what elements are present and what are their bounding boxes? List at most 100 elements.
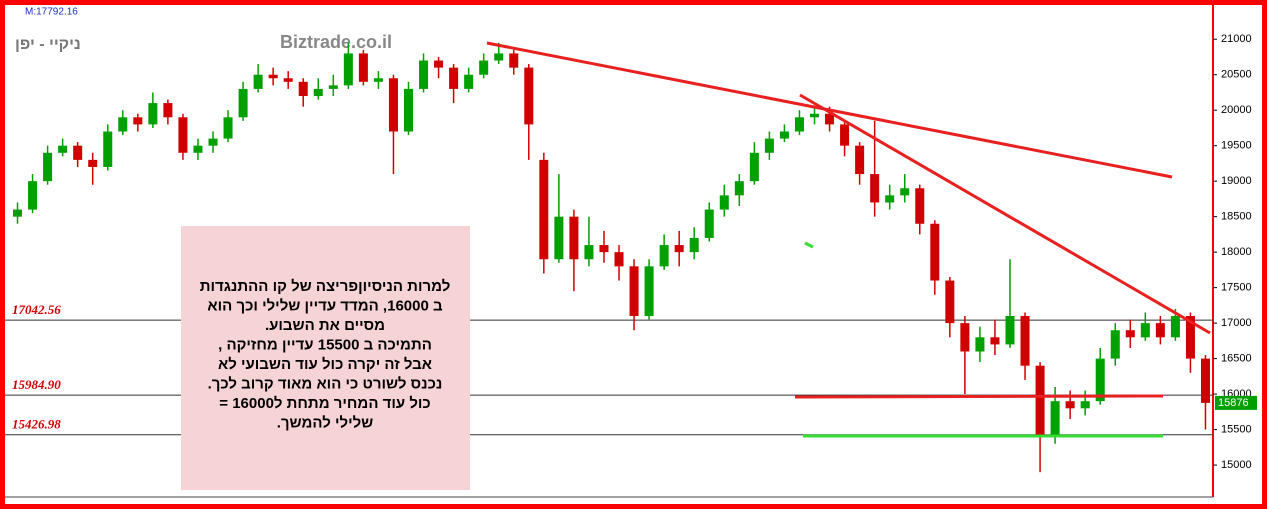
candle-body bbox=[1020, 316, 1030, 366]
candle-body bbox=[900, 188, 910, 196]
trend-line bbox=[799, 93, 1211, 335]
candle-body bbox=[449, 67, 459, 89]
candle-body bbox=[734, 181, 744, 196]
candle-body bbox=[298, 81, 308, 97]
candle-body bbox=[373, 78, 383, 82]
y-tick-label: 17500 bbox=[1221, 282, 1252, 294]
candle-body bbox=[88, 159, 98, 167]
note-line: התמיכה ב 15500 עדיין מחזיקה , bbox=[218, 336, 432, 353]
candle-body bbox=[494, 53, 504, 61]
candle-body bbox=[434, 60, 444, 68]
y-tick-label: 21000 bbox=[1221, 33, 1252, 45]
candle-body bbox=[13, 209, 23, 217]
candle-body bbox=[238, 88, 248, 118]
note: למרות הניסיוןפריצה של קו ההתנגדות ב 16000… bbox=[200, 278, 451, 432]
y-tick-label: 15000 bbox=[1221, 459, 1252, 471]
candle-body bbox=[1005, 316, 1015, 345]
candle-body bbox=[58, 145, 68, 153]
candle-body bbox=[193, 145, 203, 153]
candle-body bbox=[388, 78, 398, 132]
candle-body bbox=[313, 88, 323, 97]
y-tick-label: 20500 bbox=[1221, 69, 1252, 81]
candle-body bbox=[539, 159, 549, 260]
candle-body bbox=[73, 145, 83, 160]
candle-body bbox=[674, 245, 684, 253]
header-label: M:17792.16 bbox=[25, 7, 78, 18]
candle-body bbox=[403, 88, 414, 132]
candle-body bbox=[358, 53, 368, 82]
candle-body bbox=[659, 245, 669, 267]
candle-body bbox=[1095, 358, 1105, 402]
candle-body bbox=[464, 74, 474, 89]
candle-body bbox=[43, 152, 53, 182]
candle-body bbox=[960, 323, 970, 352]
candle-body bbox=[1065, 401, 1075, 409]
candle-body bbox=[704, 209, 714, 238]
note-line: כול עוד המחיר מתחת ל16000 = bbox=[219, 395, 430, 412]
candle-body bbox=[253, 74, 263, 89]
candle-body bbox=[343, 53, 353, 86]
candle-body bbox=[855, 145, 865, 175]
y-tick-label: 20000 bbox=[1221, 104, 1252, 116]
candle-body bbox=[1140, 323, 1150, 338]
candle-body bbox=[524, 67, 534, 125]
candle-body bbox=[945, 280, 955, 324]
candle-body bbox=[178, 117, 188, 153]
trend-line bbox=[486, 41, 1173, 179]
y-tick-label: 18500 bbox=[1221, 211, 1252, 223]
note-line: נכנס לשורט כי הוא מאוד קרוב לכך. bbox=[208, 375, 443, 392]
candle-body bbox=[794, 117, 804, 132]
candle-body bbox=[569, 216, 579, 260]
candle-body bbox=[885, 195, 895, 203]
candle-body bbox=[689, 237, 699, 253]
watermark: Biztrade.co.il bbox=[280, 32, 392, 52]
candle-body bbox=[584, 245, 594, 260]
candle-body bbox=[1200, 358, 1210, 403]
candle-body bbox=[1155, 323, 1165, 338]
candle-body bbox=[779, 131, 789, 139]
candle-body bbox=[509, 53, 519, 68]
candle-body bbox=[840, 124, 850, 146]
candle-body bbox=[1170, 316, 1180, 338]
candle-body bbox=[825, 113, 835, 125]
candle-body bbox=[614, 252, 624, 267]
last-price-label: 15876 bbox=[1218, 397, 1249, 409]
y-tick-label: 19500 bbox=[1221, 140, 1252, 152]
candle-body bbox=[1050, 401, 1060, 437]
candle-body bbox=[870, 174, 880, 203]
candle-body bbox=[28, 181, 38, 210]
y-tick-label: 17000 bbox=[1221, 317, 1252, 329]
chart-title: ניקיי - יפן bbox=[15, 36, 81, 53]
candle-body bbox=[118, 117, 128, 132]
reference-label: 15426.98 bbox=[12, 417, 61, 432]
support-line bbox=[794, 394, 1164, 399]
candle-body bbox=[1080, 401, 1090, 409]
candle-body bbox=[990, 337, 1000, 345]
candle-body bbox=[328, 85, 338, 89]
candle-body bbox=[1035, 365, 1045, 437]
reference-label: 15984.90 bbox=[12, 377, 61, 392]
note-line: שלילי להמשך. bbox=[277, 414, 374, 431]
candle-body bbox=[268, 74, 278, 79]
candle-body bbox=[208, 138, 218, 146]
trend-lines bbox=[486, 41, 1211, 438]
note-box bbox=[181, 226, 470, 490]
candle-body bbox=[163, 103, 173, 118]
candle-body bbox=[764, 138, 774, 153]
candle-body bbox=[283, 78, 293, 82]
note-line: למרות הניסיוןפריצה של קו ההתנגדות bbox=[200, 278, 451, 295]
y-tick-label: 18000 bbox=[1221, 246, 1252, 258]
candle-body bbox=[915, 188, 925, 224]
y-tick-label: 16500 bbox=[1221, 353, 1252, 365]
candle-body bbox=[479, 60, 489, 75]
candle-body bbox=[148, 103, 158, 125]
candle-body bbox=[223, 117, 233, 139]
candle-body bbox=[554, 216, 564, 260]
candle-body bbox=[644, 266, 654, 317]
candle-body bbox=[975, 337, 985, 352]
candle-body bbox=[809, 113, 820, 118]
plot: 1500015500160001650017000175001800018500… bbox=[5, 33, 1257, 473]
candle-body bbox=[1125, 330, 1135, 338]
y-tick-label: 19000 bbox=[1221, 175, 1252, 187]
